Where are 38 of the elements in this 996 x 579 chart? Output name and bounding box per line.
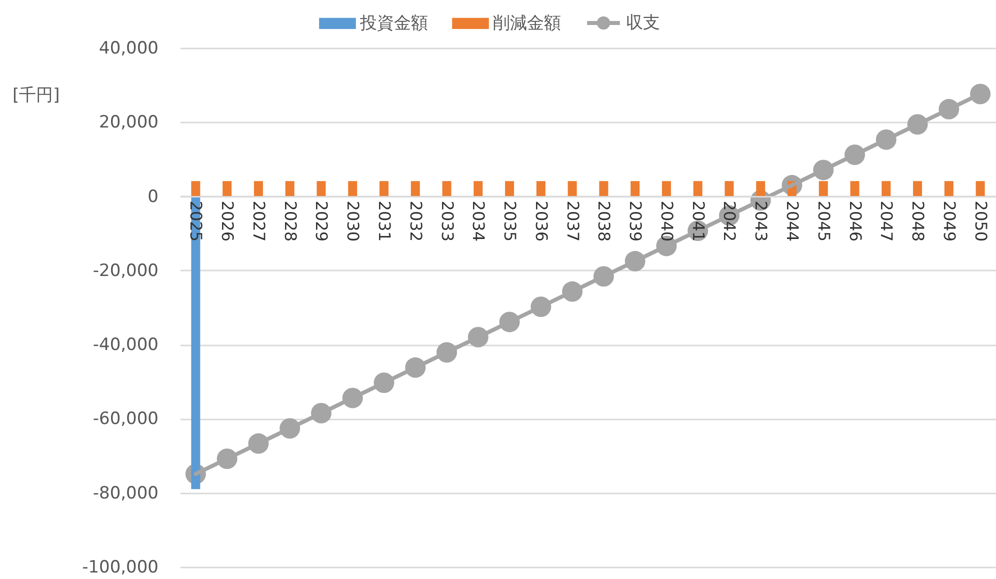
x-tick-label: 2050 xyxy=(971,200,990,242)
x-tick-label: 2033 xyxy=(438,200,457,242)
x-tick-label: 2041 xyxy=(688,200,708,242)
x-tick-label: 2045 xyxy=(814,200,834,242)
x-tick-label: 2027 xyxy=(249,200,268,242)
legend-label: 収支 xyxy=(626,12,660,33)
y-tick-label: -20,000 xyxy=(92,260,158,281)
x-tick-label: 2047 xyxy=(877,200,896,242)
y-tick-label: -60,000 xyxy=(92,409,158,430)
x-tick-label: 2049 xyxy=(940,200,959,242)
x-tick-label: 2035 xyxy=(500,200,520,242)
x-tick-label: 2046 xyxy=(846,200,865,242)
y-tick-label: 40,000 xyxy=(99,38,158,58)
x-tick-label: 2042 xyxy=(720,200,740,242)
x-tick-label: 2034 xyxy=(469,200,488,242)
y-tick-label: -100,000 xyxy=(82,558,158,578)
y-tick-label: 0 xyxy=(148,186,158,207)
y-axis-title: [千円] xyxy=(12,86,60,106)
x-tick-label: 2040 xyxy=(657,200,676,242)
x-tick-label: 2028 xyxy=(280,200,300,242)
y-tick-label: -40,000 xyxy=(92,335,158,356)
y-tick-label: 20,000 xyxy=(99,112,158,133)
x-tick-label: 2025 xyxy=(186,200,206,242)
x-tick-label: 2037 xyxy=(563,200,582,242)
x-tick-label: 2030 xyxy=(344,200,363,242)
x-tick-label: 2036 xyxy=(532,200,551,242)
x-tick-label: 2039 xyxy=(626,200,646,242)
x-tick-label: 2044 xyxy=(783,200,802,242)
x-tick-label: 2048 xyxy=(908,200,928,242)
x-tick-label: 2043 xyxy=(752,200,771,242)
x-tick-label: 2031 xyxy=(375,200,394,242)
x-tick-label: 2032 xyxy=(406,200,426,242)
legend-label: 削減金額 xyxy=(493,13,561,34)
y-tick-label: -80,000 xyxy=(92,483,158,504)
x-tick-label: 2038 xyxy=(594,200,614,242)
x-tick-label: 2029 xyxy=(312,200,332,242)
x-tick-label: 2026 xyxy=(218,200,238,242)
legend-label: 投資金額 xyxy=(359,13,428,34)
